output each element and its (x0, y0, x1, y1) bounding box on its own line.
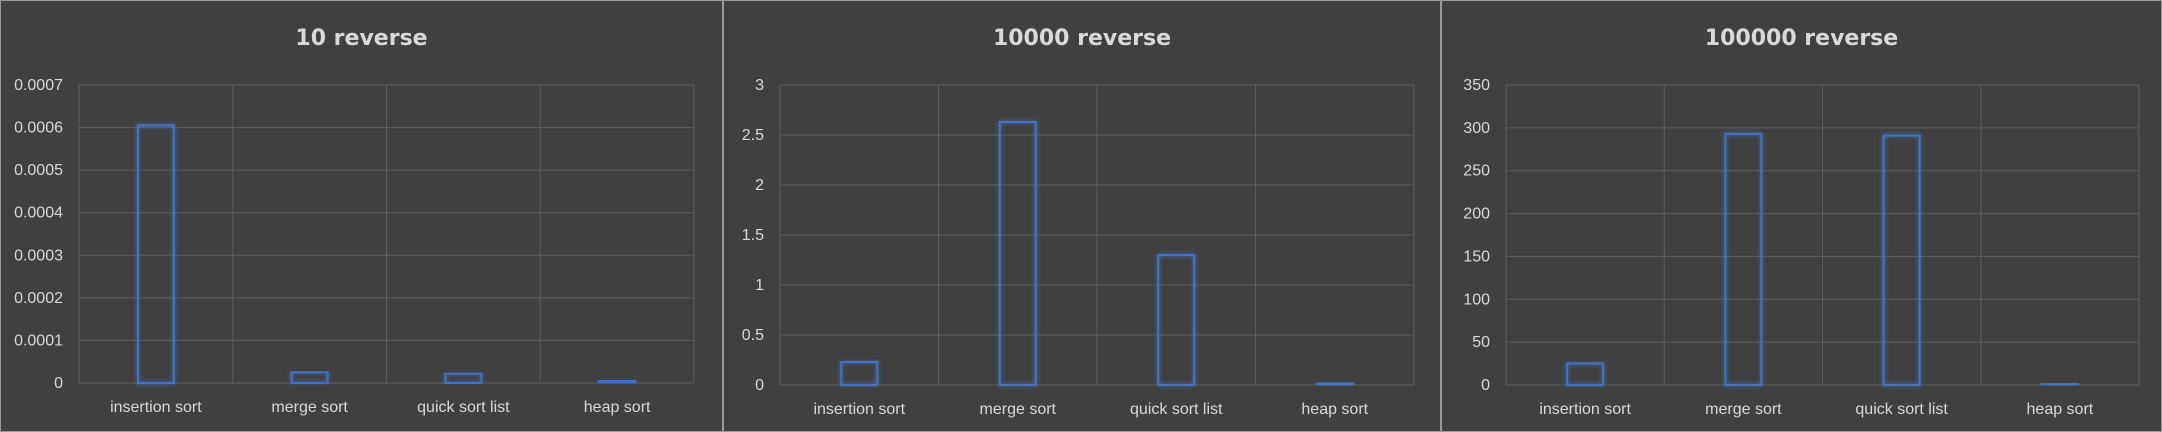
x-category-label: heap sort (584, 399, 651, 416)
bar-heap-sort (1315, 382, 1354, 386)
y-tick-label: 0.0005 (14, 162, 63, 179)
y-tick-label: 300 (1463, 120, 1490, 137)
x-category-label: merge sort (271, 399, 348, 416)
bar-heap-sort (598, 379, 637, 384)
y-tick-label: 0.0003 (14, 247, 63, 264)
x-category-label: insertion sort (110, 399, 202, 416)
x-category-label: quick sort list (417, 399, 510, 416)
bar-merge-sort (998, 121, 1037, 386)
chart-10000-reverse: 10000 reverse 0 0.5 1 1.5 2 2.5 3 insertion sort… (742, 26, 1415, 418)
x-category-label: insertion sort (1539, 401, 1631, 418)
chart-title: 10000 reverse (993, 26, 1171, 51)
x-category-label: merge sort (1705, 401, 1782, 418)
bar-merge-sort (290, 371, 329, 385)
chart-panel-3: 100000 reverse 0 50 100 150 200 250 300 350 inser… (1441, 0, 2162, 432)
y-tick-label: 2.5 (742, 127, 764, 144)
y-tick-label: 0.0004 (14, 205, 63, 222)
y-tick-label: 100 (1463, 291, 1490, 308)
y-tick-label: 3 (755, 77, 764, 94)
y-tick-label: 0 (1481, 377, 1490, 394)
y-tick-label: 50 (1472, 334, 1490, 351)
y-tick-label: 200 (1463, 206, 1490, 223)
chart-100000-reverse: 100000 reverse 0 50 100 150 200 250 300 350 inser… (1463, 26, 2140, 418)
x-category-label: heap sort (1301, 401, 1368, 418)
chart-title: 100000 reverse (1705, 26, 1898, 51)
bar-quick-sort-list (1157, 254, 1196, 386)
chart-panel-2: 10000 reverse 0 0.5 1 1.5 2 2.5 3 insertion sort… (723, 0, 1441, 432)
x-category-label: quick sort list (1130, 401, 1223, 418)
y-tick-label: 0 (755, 377, 764, 394)
y-tick-label: 350 (1463, 77, 1490, 94)
y-tick-label: 1.5 (742, 227, 764, 244)
x-category-label: merge sort (980, 401, 1057, 418)
x-category-label: quick sort list (1855, 401, 1948, 418)
bar-insertion-sort (1566, 362, 1605, 387)
x-category-label: insertion sort (813, 401, 905, 418)
chart-title: 10 reverse (295, 26, 427, 51)
bar-insertion-sort (840, 361, 879, 386)
bar-insertion-sort (136, 124, 175, 384)
bar-quick-sort-list (444, 372, 483, 384)
y-tick-label: 0.5 (742, 327, 764, 344)
y-tick-label: 0 (54, 375, 63, 392)
x-category-label: heap sort (2027, 401, 2094, 418)
y-tick-label: 1 (755, 277, 764, 294)
y-tick-label: 0.0007 (14, 77, 63, 94)
bar-merge-sort (1724, 132, 1763, 386)
y-tick-label: 250 (1463, 163, 1490, 180)
bar-heap-sort (2040, 382, 2079, 386)
bar-quick-sort-list (1882, 134, 1921, 386)
y-tick-label: 0.0001 (14, 332, 63, 349)
y-tick-label: 2 (755, 177, 764, 194)
chart-panel-1: 10 reverse 0 0.0001 0.0002 0.0003 0.0004 0.000… (0, 0, 723, 432)
chart-10-reverse: 10 reverse 0 0.0001 0.0002 0.0003 0.0004 0.000… (14, 26, 695, 416)
y-tick-label: 0.0006 (14, 120, 63, 137)
y-tick-label: 150 (1463, 248, 1490, 265)
y-tick-label: 0.0002 (14, 290, 63, 307)
